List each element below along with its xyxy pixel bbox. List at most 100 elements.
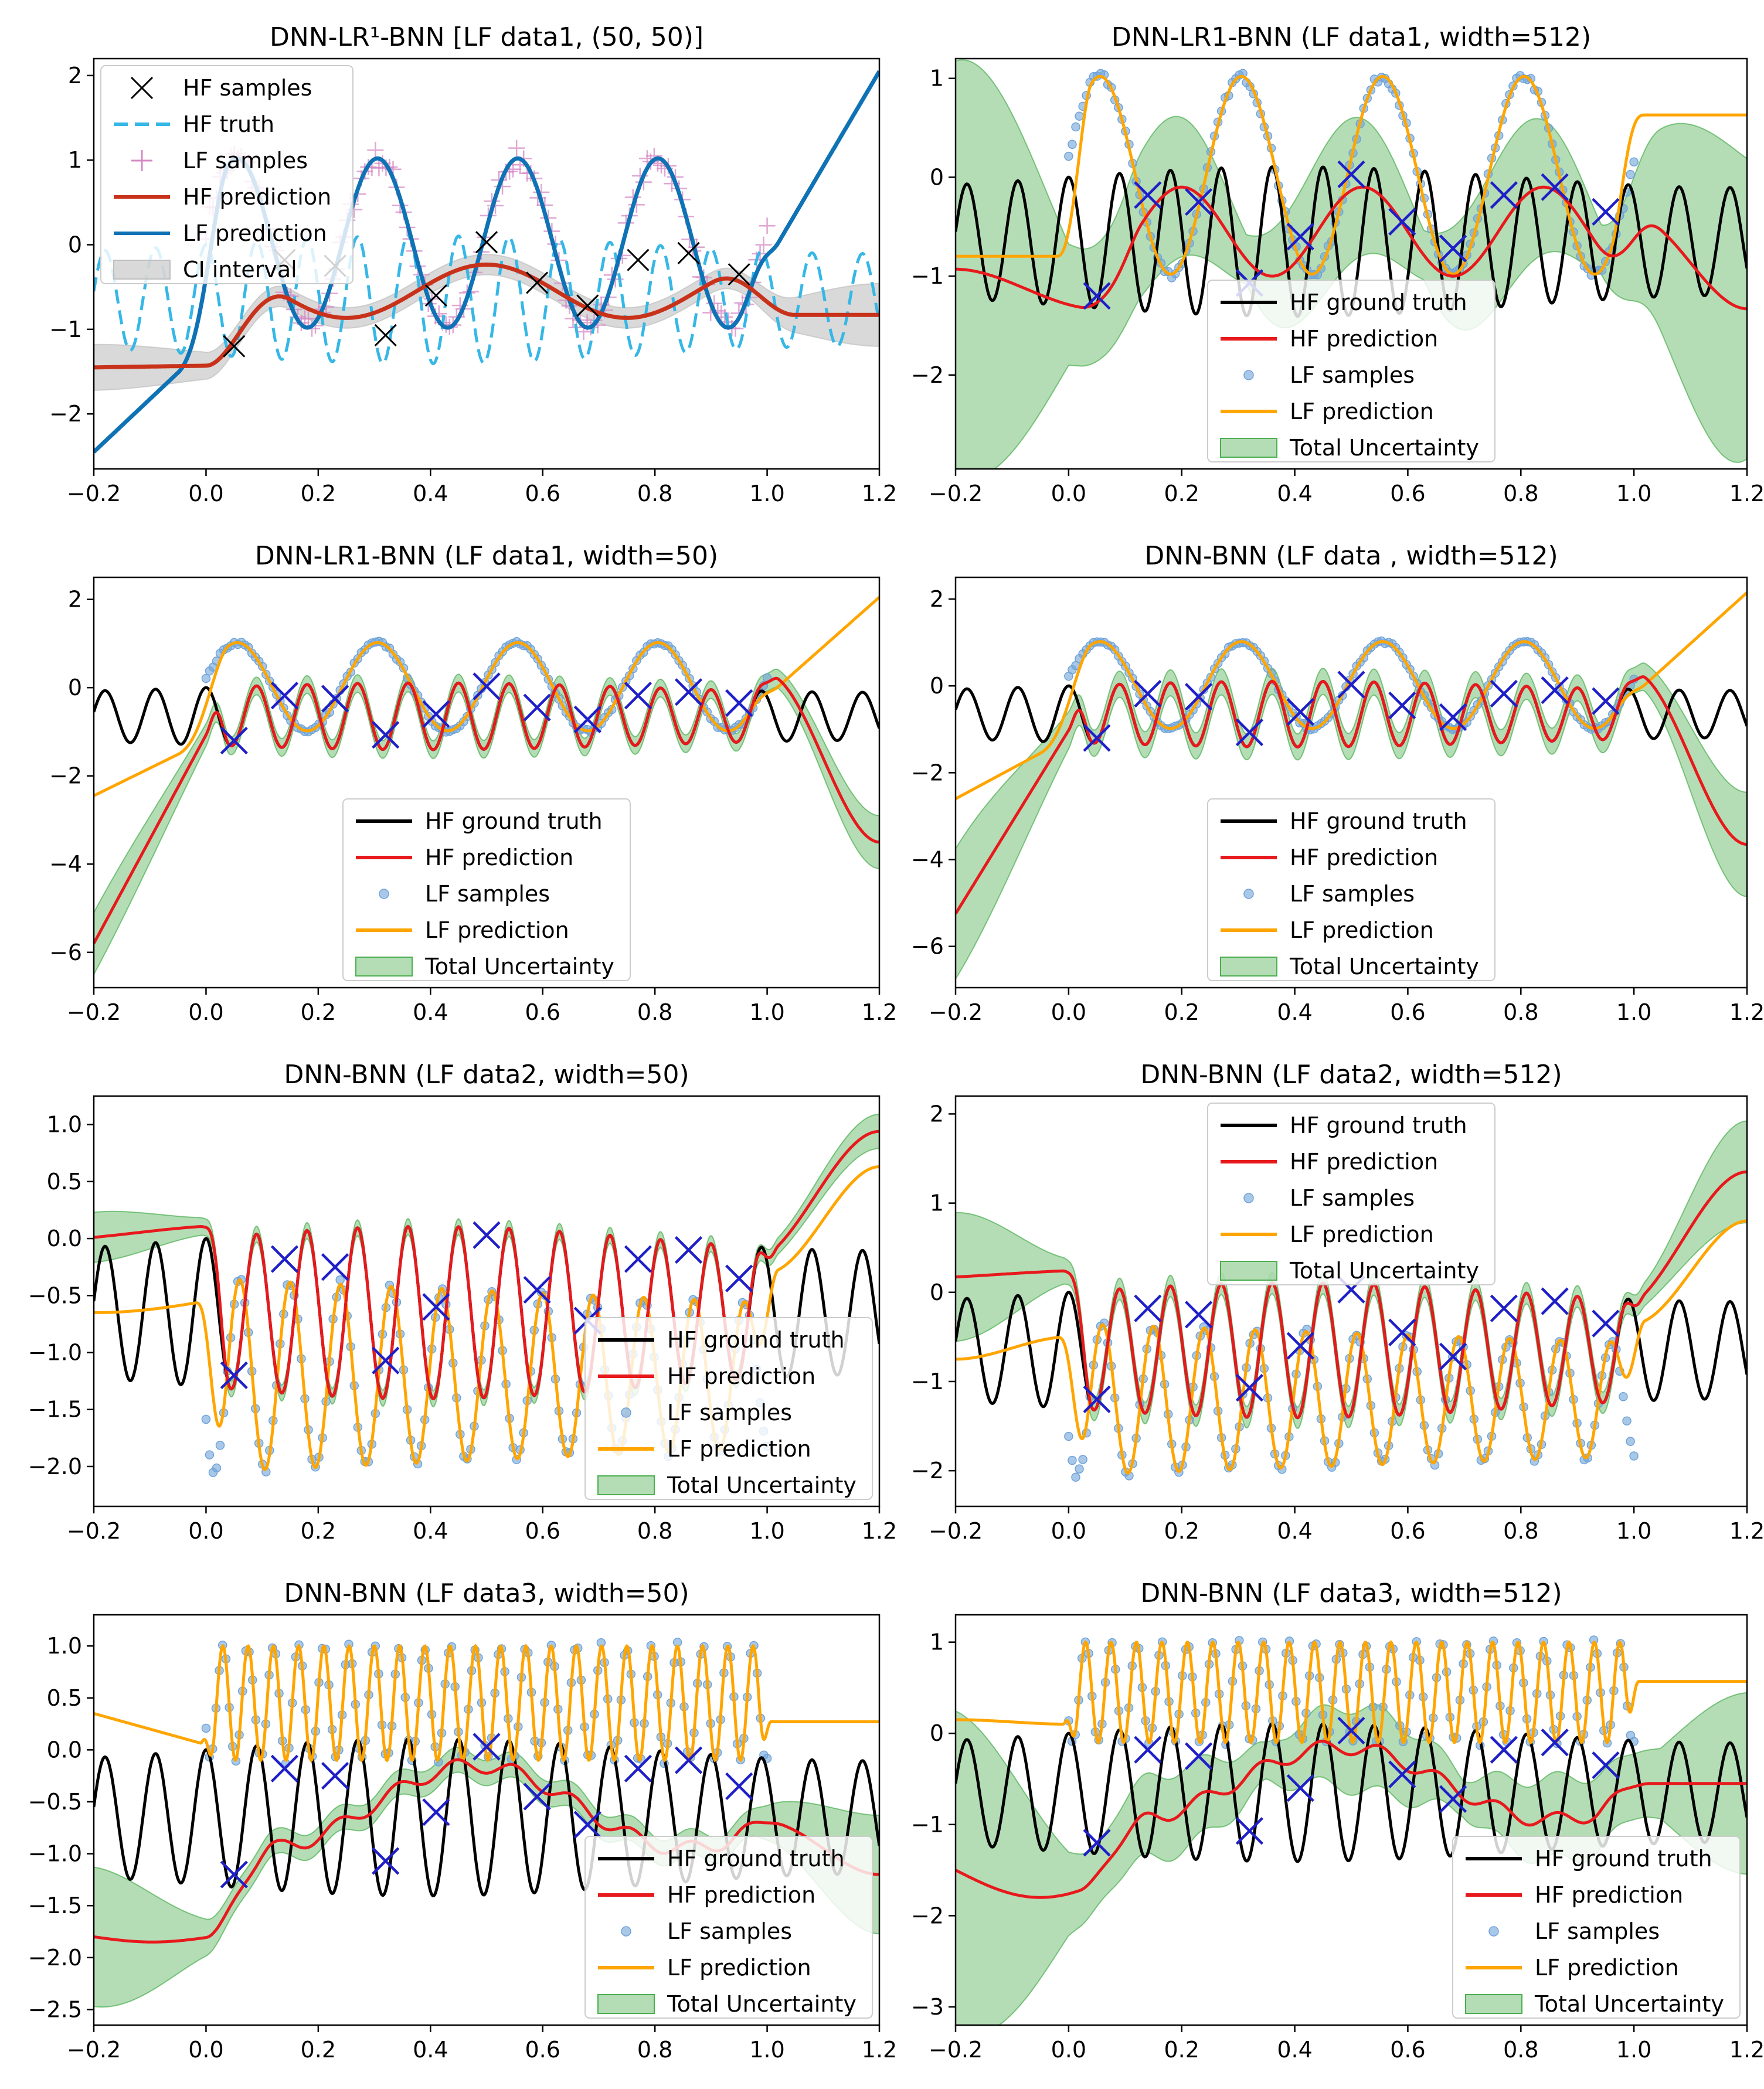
hf-sample-marker bbox=[523, 1275, 551, 1304]
legend: HF ground truth HF prediction LF samples LF… bbox=[1207, 798, 1496, 981]
x-tick-label: 0.6 bbox=[1390, 2037, 1425, 2063]
y-tick-label: −1 bbox=[911, 1812, 944, 1838]
legend-item: LF samples bbox=[131, 148, 308, 173]
y-tick-label: 2 bbox=[68, 63, 82, 89]
legend-label: HF ground truth bbox=[667, 1846, 845, 1872]
hf-sample-marker bbox=[1541, 676, 1569, 705]
legend-label: LF samples bbox=[667, 1918, 792, 1944]
hf-samples bbox=[1083, 671, 1620, 752]
lf-sample-point bbox=[205, 1450, 215, 1459]
hf-sample-marker bbox=[1083, 1385, 1111, 1413]
legend-item: LF samples bbox=[1243, 1185, 1415, 1211]
legend-label: LF samples bbox=[183, 148, 308, 173]
hf-sample-marker bbox=[220, 1860, 248, 1889]
y-tick-label: −0.5 bbox=[28, 1282, 82, 1308]
hf-prediction-line bbox=[956, 675, 1747, 915]
hf-sample-marker bbox=[725, 1772, 753, 1801]
legend-item: LF samples bbox=[621, 1400, 792, 1425]
hf-sample-marker bbox=[1541, 173, 1569, 201]
lf-sample-point bbox=[1064, 1431, 1073, 1441]
x-tick-label: 0.8 bbox=[1503, 999, 1538, 1025]
x-tick-label: 0.4 bbox=[1277, 2037, 1312, 2063]
axes-frame bbox=[93, 576, 881, 989]
y-tick-label: 1 bbox=[930, 1190, 944, 1216]
legend-label: HF prediction bbox=[1535, 1882, 1683, 1908]
x-tick-label: 0.0 bbox=[188, 999, 223, 1025]
x-tick-label: 1.0 bbox=[749, 1518, 784, 1544]
legend-label: HF prediction bbox=[1290, 845, 1438, 870]
hf-sample-marker bbox=[1439, 234, 1467, 263]
hf-sample-marker bbox=[1541, 1287, 1569, 1315]
x-tick-label: 0.0 bbox=[1051, 999, 1086, 1025]
lf-sample-point bbox=[1064, 151, 1073, 161]
x-tick-label: 0.2 bbox=[301, 2037, 336, 2063]
legend-item: HF prediction bbox=[1221, 326, 1438, 352]
x-tick-label: 0.6 bbox=[525, 999, 560, 1025]
x-tick-label: 0.2 bbox=[1164, 999, 1199, 1025]
x-tick-label: 1.0 bbox=[1616, 1518, 1651, 1544]
x-tick-label: 1.0 bbox=[749, 2037, 784, 2063]
lf-sample-point bbox=[508, 140, 525, 156]
legend-swatch bbox=[1220, 1261, 1277, 1281]
legend-label: HF ground truth bbox=[1535, 1846, 1712, 1872]
panel-title: DNN-BNN (LF data2, width=50) bbox=[284, 1060, 689, 1090]
hf-prediction-line bbox=[94, 1758, 879, 1944]
lf-sample-point bbox=[201, 1723, 211, 1733]
lf-sample-point bbox=[1078, 1455, 1087, 1464]
lf-sample-point bbox=[1068, 1455, 1077, 1465]
legend-label: LF prediction bbox=[667, 1436, 811, 1462]
y-tick-label: −1.5 bbox=[28, 1397, 82, 1423]
x-tick-label: 1.0 bbox=[749, 999, 784, 1025]
lf-sample-point bbox=[1071, 1472, 1080, 1482]
y-tick-label: 1.0 bbox=[47, 1112, 82, 1138]
hf-sample-marker bbox=[1592, 198, 1620, 226]
legend: HF ground truth HF prediction LF samples LF… bbox=[1452, 1836, 1741, 2019]
legend-label: HF ground truth bbox=[1290, 1112, 1467, 1138]
legend-item: HF ground truth bbox=[356, 808, 603, 834]
legend-swatch bbox=[1465, 1994, 1522, 2014]
legend-item: LF samples bbox=[379, 881, 550, 907]
hf-sample-marker bbox=[1592, 1751, 1620, 1780]
legend-frame bbox=[584, 1836, 873, 2019]
legend-item: Total Uncertainty bbox=[1465, 1991, 1724, 2017]
panel-title: DNN-LR¹-BNN [LF data1, (50, 50)] bbox=[270, 22, 703, 52]
total-uncertainty-band bbox=[94, 668, 879, 975]
y-tick-label: 1 bbox=[930, 1629, 944, 1655]
y-tick-label: 0.5 bbox=[47, 1169, 82, 1195]
x-tick-label: 0.8 bbox=[1503, 2037, 1538, 2063]
lf-sample-point bbox=[1629, 157, 1639, 166]
hf-sample-marker bbox=[627, 249, 650, 271]
y-tick-label: 1.0 bbox=[47, 1633, 82, 1659]
hf-sample-marker bbox=[1134, 679, 1162, 708]
y-tick-label: 0 bbox=[930, 673, 944, 699]
x-tick-label: 0.0 bbox=[188, 2037, 223, 2063]
x-tick-label: 1.2 bbox=[862, 1518, 897, 1544]
hf-sample-marker bbox=[1439, 1785, 1467, 1813]
hf-sample-marker bbox=[674, 678, 703, 706]
y-tick-label: −4 bbox=[49, 851, 82, 877]
x-tick-label: 0.0 bbox=[1051, 481, 1086, 506]
x-tick-label: 1.2 bbox=[1729, 481, 1764, 506]
x-tick-label: 0.4 bbox=[1277, 1518, 1312, 1544]
y-tick-label: 0 bbox=[930, 1280, 944, 1305]
y-tick-label: −2.0 bbox=[28, 1454, 82, 1479]
hf-prediction-line bbox=[94, 262, 879, 370]
legend-label: HF ground truth bbox=[1290, 290, 1467, 315]
legend: HF ground truth HF prediction LF samples LF… bbox=[584, 1836, 873, 2019]
hf-sample-marker bbox=[473, 672, 501, 700]
legend-swatch bbox=[1488, 1926, 1499, 1937]
hf-sample-marker bbox=[1286, 698, 1314, 726]
hf-sample-marker bbox=[422, 1798, 450, 1826]
legend-label: LF samples bbox=[1290, 362, 1415, 388]
hf-sample-marker bbox=[1235, 718, 1264, 747]
y-tick-label: 1 bbox=[68, 147, 82, 173]
legend-swatch bbox=[130, 76, 154, 100]
x-tick-label: 0.8 bbox=[637, 1518, 672, 1544]
y-tick-label: −4 bbox=[911, 846, 944, 872]
legend-label: LF prediction bbox=[667, 1955, 811, 1981]
panel-2: −0.2 0.0 0.2 0.4 0.6 0.8 1.0 1.2 −2 −1 0 1 DNN-LR1-B… bbox=[911, 22, 1764, 506]
legend-item: HF ground truth bbox=[598, 1327, 845, 1353]
x-tick-label: 0.6 bbox=[1390, 999, 1425, 1025]
hf-sample-marker bbox=[526, 271, 549, 294]
